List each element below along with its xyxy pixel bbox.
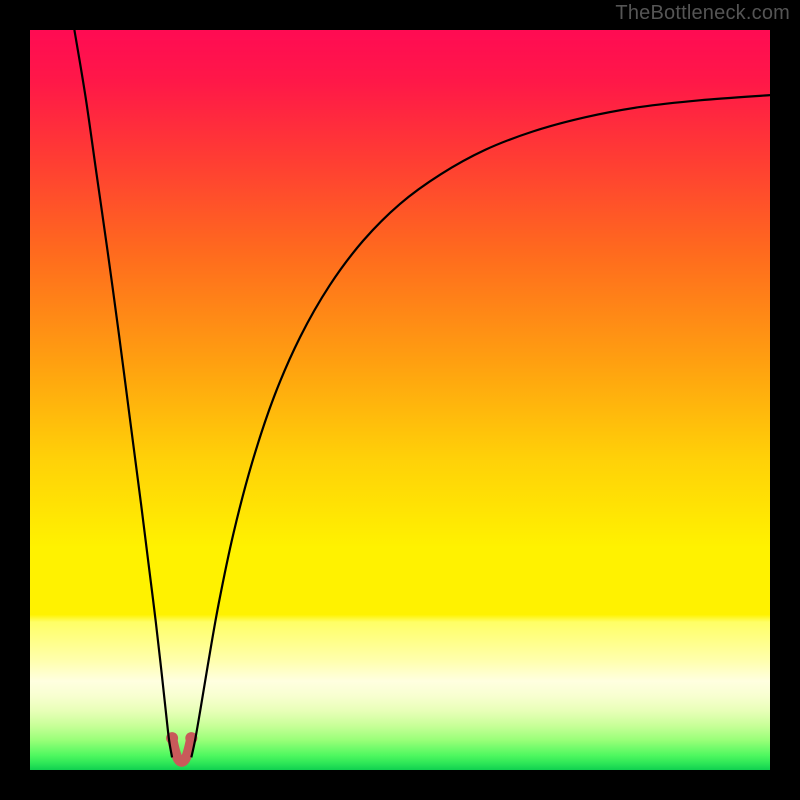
gradient-background bbox=[30, 30, 770, 770]
plot-area bbox=[30, 30, 770, 770]
chart-svg bbox=[30, 30, 770, 770]
watermark-text: TheBottleneck.com bbox=[615, 2, 790, 25]
chart-container: TheBottleneck.com bbox=[0, 0, 800, 800]
